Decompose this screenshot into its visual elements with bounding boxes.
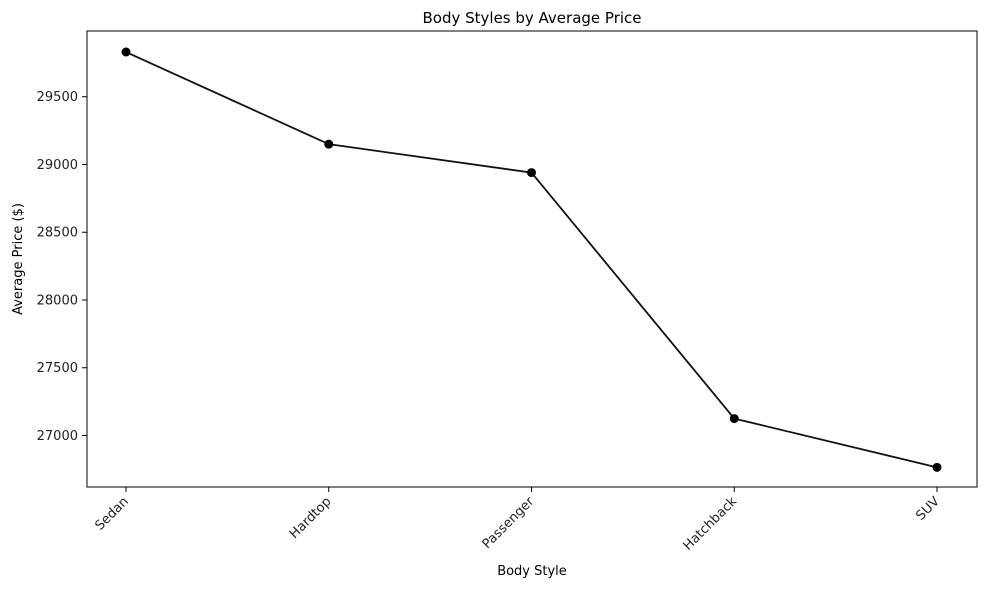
y-tick-label: 27000 xyxy=(37,429,78,444)
y-tick-label: 27500 xyxy=(37,361,78,376)
y-axis-ticks: 27000 27500 28000 28500 29000 29500 xyxy=(37,90,87,444)
x-tick-label: SUV xyxy=(913,494,943,524)
data-point xyxy=(527,168,536,178)
x-axis-ticks: Sedan Hardtop Passenger Hatchback SUV xyxy=(92,487,943,554)
series-line-group xyxy=(121,47,942,472)
data-point xyxy=(729,414,739,424)
data-point xyxy=(932,462,942,472)
y-axis-label: Average Price ($) xyxy=(11,203,26,315)
plot-area-border xyxy=(86,30,978,488)
x-axis-label: Body Style xyxy=(497,564,567,579)
y-tick-label: 29500 xyxy=(37,90,78,105)
x-tick-label: Passenger xyxy=(480,494,538,552)
y-tick-label: 28500 xyxy=(37,226,78,241)
x-tick-label: Sedan xyxy=(92,494,131,533)
chart-title: Body Styles by Average Price xyxy=(422,9,641,27)
data-point xyxy=(121,47,131,57)
series-line xyxy=(125,51,938,469)
plot-frame xyxy=(86,30,978,488)
y-tick-label: 28000 xyxy=(37,293,78,308)
x-tick-label: Hatchback xyxy=(681,494,741,554)
data-point xyxy=(324,139,334,149)
x-tick-label: Hardtop xyxy=(287,494,335,542)
y-tick-label: 29000 xyxy=(37,158,78,173)
